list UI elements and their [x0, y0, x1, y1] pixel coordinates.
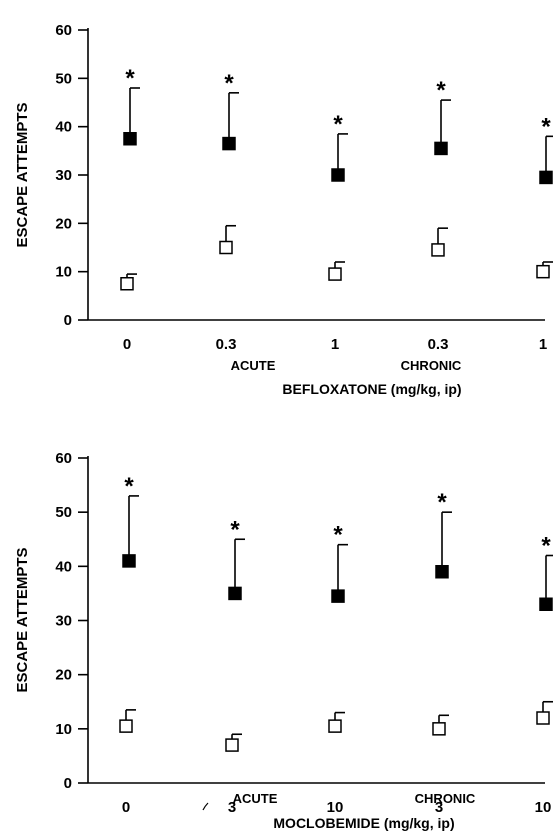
group-label: ACUTE — [233, 791, 278, 806]
x-tick-label: 0 — [123, 336, 131, 353]
y-tick-label: 30 — [55, 167, 72, 184]
significance-star: * — [437, 489, 447, 516]
x-axis-label: BEFLOXATONE (mg/kg, ip) — [282, 381, 461, 397]
y-tick-label: 60 — [55, 22, 72, 39]
x-tick-label: 0 — [122, 799, 130, 816]
x-tick-label: 10 — [535, 799, 552, 816]
y-tick-label: 20 — [55, 667, 72, 684]
data-point-filled — [331, 589, 345, 603]
y-tick-label: 50 — [55, 70, 72, 87]
data-point-open — [219, 240, 233, 255]
significance-star: * — [541, 533, 551, 560]
y-tick-label: 40 — [55, 119, 72, 136]
x-tick-label: 3 — [228, 799, 236, 816]
data-point-filled — [123, 132, 137, 146]
data-point-open — [431, 243, 445, 257]
x-tick-label: 1 — [331, 336, 339, 353]
x-tick-label: 3 — [435, 799, 443, 816]
data-point-filled — [435, 565, 449, 579]
y-tick-label: 0 — [64, 312, 72, 329]
chart-2: 0 10 20 30 40 50 60 ESCAPE ATTEMPTS 0 3 10 3 10 ACUTE… — [14, 450, 553, 831]
significance-star: * — [230, 516, 240, 543]
significance-star: * — [224, 70, 234, 97]
x-tick-label: 0.3 — [216, 336, 237, 353]
data-point-filled — [434, 141, 448, 156]
x-tick-label: 0.3 — [428, 336, 449, 353]
data-point-filled — [539, 170, 553, 185]
significance-star: * — [541, 113, 551, 140]
y-tick-label: 0 — [64, 775, 72, 792]
y-tick-label: 60 — [55, 450, 72, 467]
y-tick-label: 50 — [55, 504, 72, 521]
data-point-open — [536, 711, 550, 725]
data-point-open — [328, 267, 342, 281]
data-point-filled — [539, 597, 553, 611]
data-point-filled — [228, 586, 242, 601]
data-point-open — [432, 722, 446, 736]
significance-star: * — [124, 473, 134, 500]
x-axis-label: MOCLOBEMIDE (mg/kg, ip) — [273, 815, 454, 831]
data-point-open — [120, 277, 134, 291]
y-axis-label: ESCAPE ATTEMPTS — [14, 102, 31, 247]
y-axis-label: ESCAPE ATTEMPTS — [14, 547, 31, 692]
significance-star: * — [436, 77, 446, 104]
scan-mark — [202, 802, 209, 811]
group-label: CHRONIC — [401, 358, 462, 373]
x-tick-label: 1 — [539, 336, 547, 353]
group-label: CHRONIC — [415, 791, 476, 806]
y-tick-label: 20 — [55, 215, 72, 232]
data-point-filled — [122, 554, 136, 568]
data-point-open — [225, 738, 239, 752]
data-point-open — [328, 719, 342, 733]
significance-star: * — [333, 522, 343, 549]
y-tick-label: 30 — [55, 613, 72, 630]
y-tick-label: 10 — [55, 264, 72, 281]
data-point-filled — [222, 136, 236, 151]
y-tick-label: 10 — [55, 721, 72, 738]
group-label: ACUTE — [231, 358, 276, 373]
significance-star: * — [125, 65, 135, 92]
data-point-filled — [331, 168, 345, 182]
y-tick-label: 40 — [55, 558, 72, 575]
data-point-open — [536, 264, 550, 279]
chart-1: 0 10 20 30 40 50 60 ESCAPE ATTEMPTS 0 0.3 1 0.3 1 ACU… — [14, 22, 553, 397]
data-point-open — [119, 719, 133, 733]
significance-star: * — [333, 111, 343, 138]
x-tick-label: 10 — [327, 799, 344, 816]
